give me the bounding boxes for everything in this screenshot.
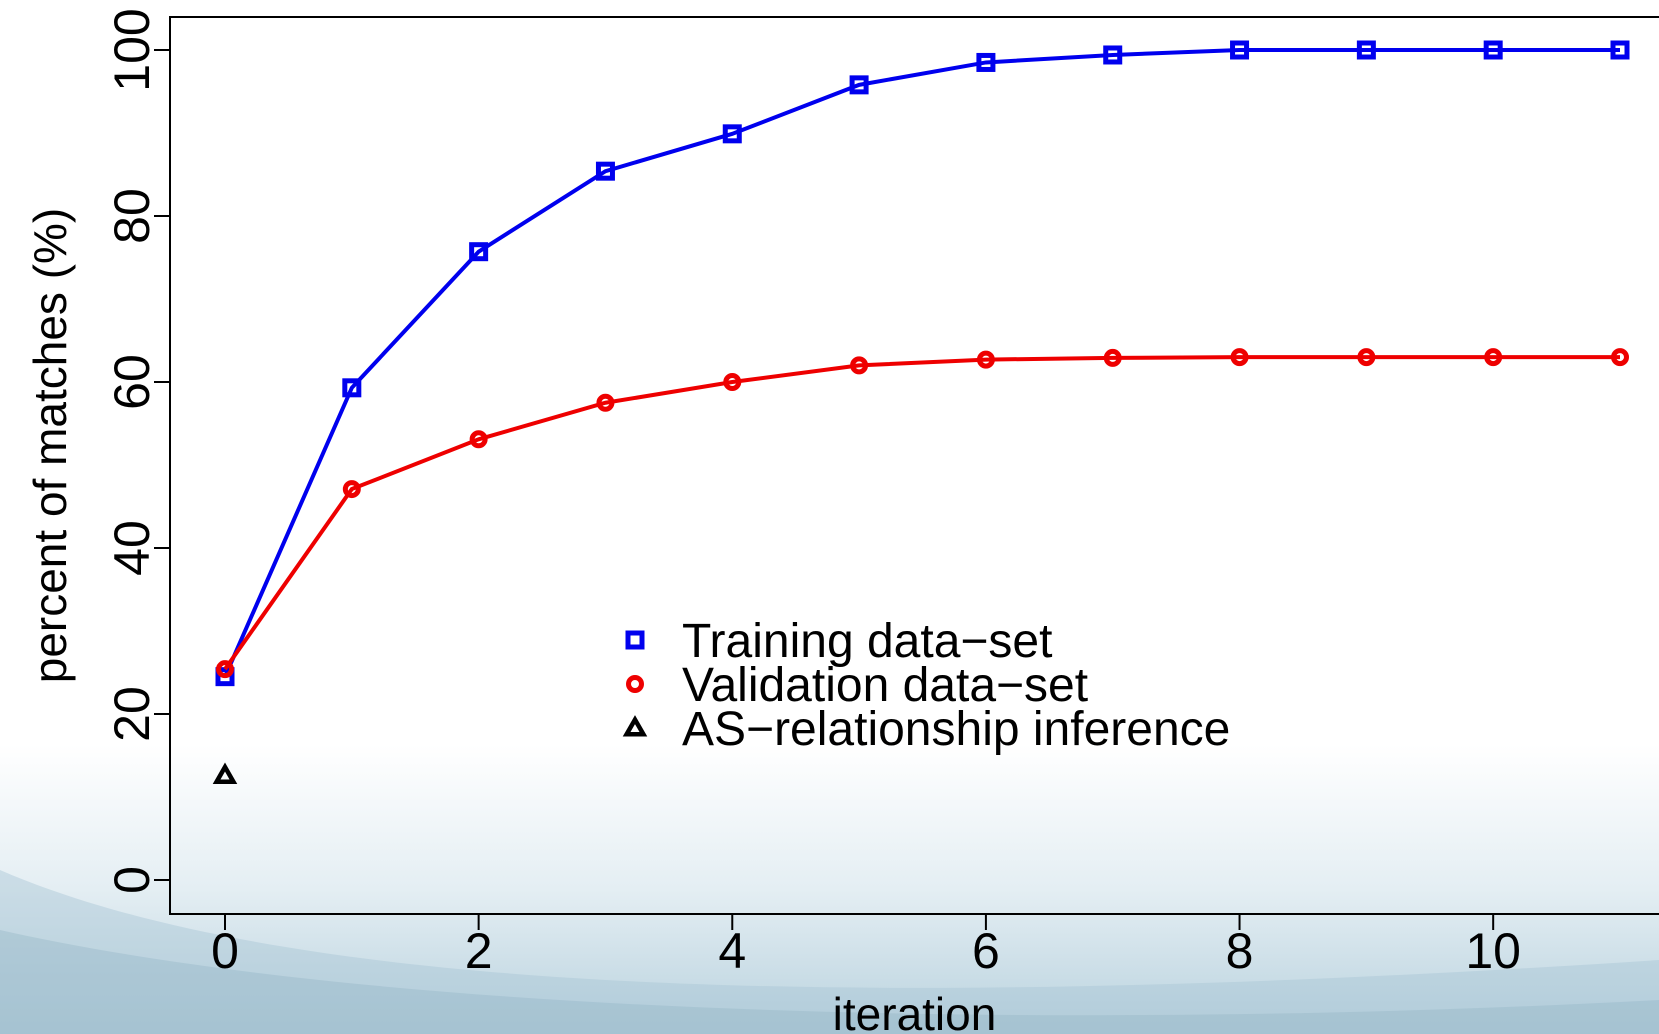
data-point: [215, 667, 235, 687]
series-line: [223, 355, 1620, 671]
x-tick-label: 0: [211, 923, 239, 979]
data-point: [216, 660, 234, 679]
legend-marker: [622, 715, 648, 737]
plot-frame-group: [169, 16, 1659, 915]
y-tick-label: 60: [104, 354, 160, 410]
data-point: [1357, 348, 1376, 367]
legend-marker: [626, 675, 644, 693]
data-point: [722, 124, 742, 144]
data-point: [976, 52, 996, 72]
series-2: [216, 348, 1629, 679]
x-tick-label: 10: [1465, 923, 1521, 979]
data-point: [976, 350, 995, 369]
y-axis: 0 20 40 60 80 100: [104, 8, 170, 894]
data-point: [1103, 45, 1123, 65]
legend-label: Training data−set: [682, 615, 1052, 668]
legend-label: Validation data−set: [682, 659, 1088, 712]
data-point: [1611, 348, 1629, 367]
data-point: [469, 242, 489, 262]
data-point: [1230, 348, 1249, 367]
x-tick-label: 6: [972, 923, 1000, 979]
legend-marker: [625, 630, 645, 650]
data-point: [723, 373, 742, 391]
y-tick-label: 0: [104, 866, 160, 894]
plot-frame: [169, 16, 1659, 915]
data-point: [850, 356, 869, 375]
data-point: [1356, 40, 1376, 60]
data-point: [1610, 40, 1630, 60]
x-axis-title: iteration: [833, 988, 997, 1034]
series-group: [212, 40, 1630, 784]
data-point: [469, 430, 488, 449]
data-point: [342, 480, 361, 499]
data-point: [1103, 348, 1122, 367]
data-point: [1484, 348, 1503, 367]
y-tick-label: 20: [104, 686, 160, 742]
data-point: [342, 378, 362, 398]
data-point: [849, 75, 869, 95]
data-point: [1230, 40, 1250, 60]
series-3: [212, 762, 238, 784]
y-tick-label: 40: [104, 520, 160, 576]
data-point: [212, 762, 238, 784]
y-tick-label: 80: [104, 188, 160, 244]
y-axis-title: percent of matches (%): [24, 208, 76, 684]
series-line: [223, 48, 1620, 678]
y-tick-label: 100: [104, 8, 160, 91]
data-point: [1483, 40, 1503, 60]
series-1: [215, 40, 1630, 687]
data-point: [596, 393, 615, 412]
x-axis: 0 2 4 6 8 10: [211, 914, 1521, 979]
x-tick-label: 2: [465, 923, 493, 979]
legend-label: AS−relationship inference: [682, 703, 1230, 756]
x-tick-label: 8: [1226, 923, 1254, 979]
x-tick-label: 4: [718, 923, 746, 979]
data-point: [595, 161, 615, 181]
